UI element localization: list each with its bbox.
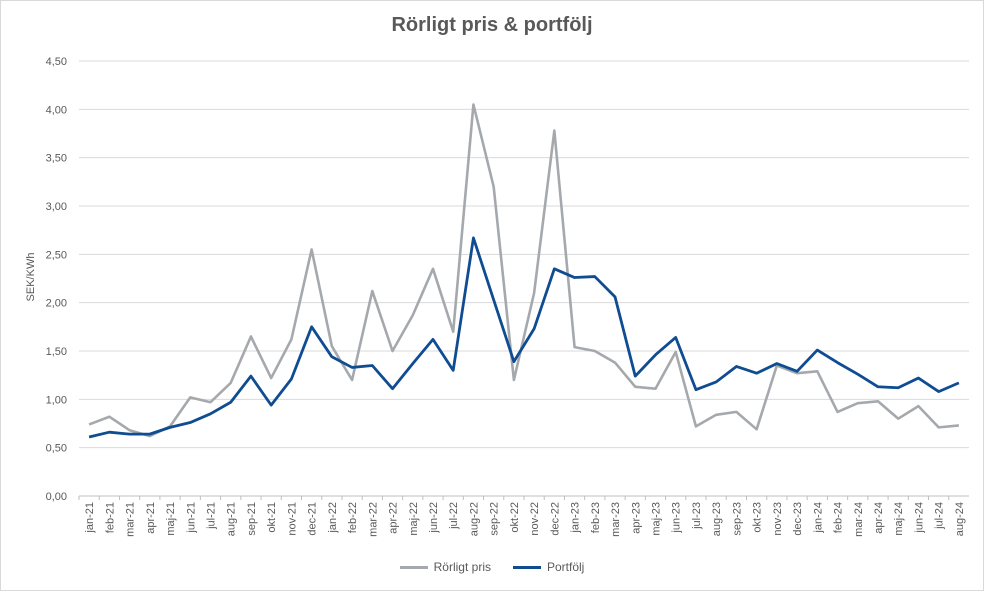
x-tick-label: jun-22 (428, 502, 440, 534)
series-line-portfolj (88, 236, 960, 439)
series-line-rorligt-pris (88, 103, 960, 438)
x-tick-label: okt-21 (266, 502, 278, 533)
x-tick-label: aug-23 (711, 502, 723, 536)
x-tick-label: aug-21 (226, 502, 238, 536)
x-tick-label: nov-21 (286, 502, 298, 536)
x-tick-label: dec-21 (307, 502, 319, 536)
x-tick-label: jul-21 (205, 502, 217, 530)
y-tick-label: 2,50 (46, 249, 67, 261)
y-tick-label: 1,00 (46, 394, 67, 406)
y-tick-label: 1,50 (46, 346, 67, 358)
legend-item-series-0[interactable]: Rörligt pris (399, 560, 491, 574)
y-tick-label: 4,50 (46, 56, 67, 68)
x-tick-label: maj-23 (650, 502, 662, 536)
x-tick-label: feb-22 (347, 502, 359, 533)
x-tick-label: maj-22 (408, 502, 420, 536)
y-tick-label: 4,00 (46, 104, 67, 116)
x-tick-label: jun-23 (671, 502, 683, 534)
x-tick-label: jul-24 (934, 502, 946, 530)
y-tick-label: 0,00 (46, 491, 67, 503)
legend: Rörligt pris Portfölj (0, 560, 984, 574)
legend-label: Portfölj (547, 560, 585, 574)
x-tick-label: nov-23 (772, 502, 784, 536)
x-tick-label: sep-21 (246, 502, 258, 536)
x-tick-label: apr-22 (388, 502, 400, 534)
x-tick-label: okt-23 (752, 502, 764, 533)
x-tick-label: dec-23 (792, 502, 804, 536)
x-tick-label: feb-23 (590, 502, 602, 533)
x-tick-label: jun-21 (185, 502, 197, 534)
x-tick-label: jun-24 (913, 502, 925, 534)
x-tick-label: apr-24 (873, 502, 885, 534)
x-tick-label: feb-21 (104, 502, 116, 533)
x-tick-label: okt-22 (509, 502, 521, 533)
y-tick-label: 2,00 (46, 298, 67, 310)
x-tick-label: jan-21 (84, 502, 96, 534)
x-tick-label: apr-23 (630, 502, 642, 534)
x-tick-label: mar-21 (125, 502, 137, 537)
legend-label: Rörligt pris (433, 560, 491, 574)
y-tick-label: 3,50 (46, 153, 67, 165)
x-tick-label: mar-23 (610, 502, 622, 537)
x-tick-label: jan-24 (812, 502, 824, 534)
x-tick-label: sep-22 (489, 502, 501, 536)
x-tick-label: aug-24 (954, 502, 966, 536)
y-tick-labels: 0,00 0,50 1,00 1,50 2,00 2,50 3,00 3,50 4,00 4,50 (46, 56, 67, 503)
chart-title: Rörligt pris & portfölj (391, 14, 593, 36)
x-tick-label: sep-23 (731, 502, 743, 536)
y-axis-title: SEK/KWh (25, 253, 37, 302)
y-tick-label: 0,50 (46, 443, 67, 455)
legend-swatch (399, 565, 428, 569)
x-tick-label: feb-24 (833, 502, 845, 533)
x-tick-label: mar-24 (853, 502, 865, 537)
y-tick-label: 3,00 (46, 201, 67, 213)
legend-swatch (513, 565, 541, 569)
x-tick-labels: jan-21 feb-21 mar-21 apr-21 maj-21 jun-21 jul-… (84, 502, 966, 537)
x-tick-label: maj-21 (165, 502, 177, 536)
x-tick-label: aug-22 (468, 502, 480, 536)
x-tick-label: jan-23 (570, 502, 582, 534)
series-lines (88, 103, 960, 439)
x-tick-label: dec-22 (549, 502, 561, 536)
x-tick-label: nov-22 (529, 502, 541, 536)
x-tick-label: mar-22 (367, 502, 379, 537)
legend-item-series-1[interactable]: Portfölj (513, 560, 584, 574)
x-tick-label: jan-22 (327, 502, 339, 534)
x-tick-label: jul-23 (691, 502, 703, 530)
gridlines (78, 60, 969, 500)
x-tick-label: apr-21 (145, 502, 157, 534)
x-tick-label: jul-22 (448, 502, 460, 530)
x-tick-label: maj-24 (893, 502, 905, 536)
